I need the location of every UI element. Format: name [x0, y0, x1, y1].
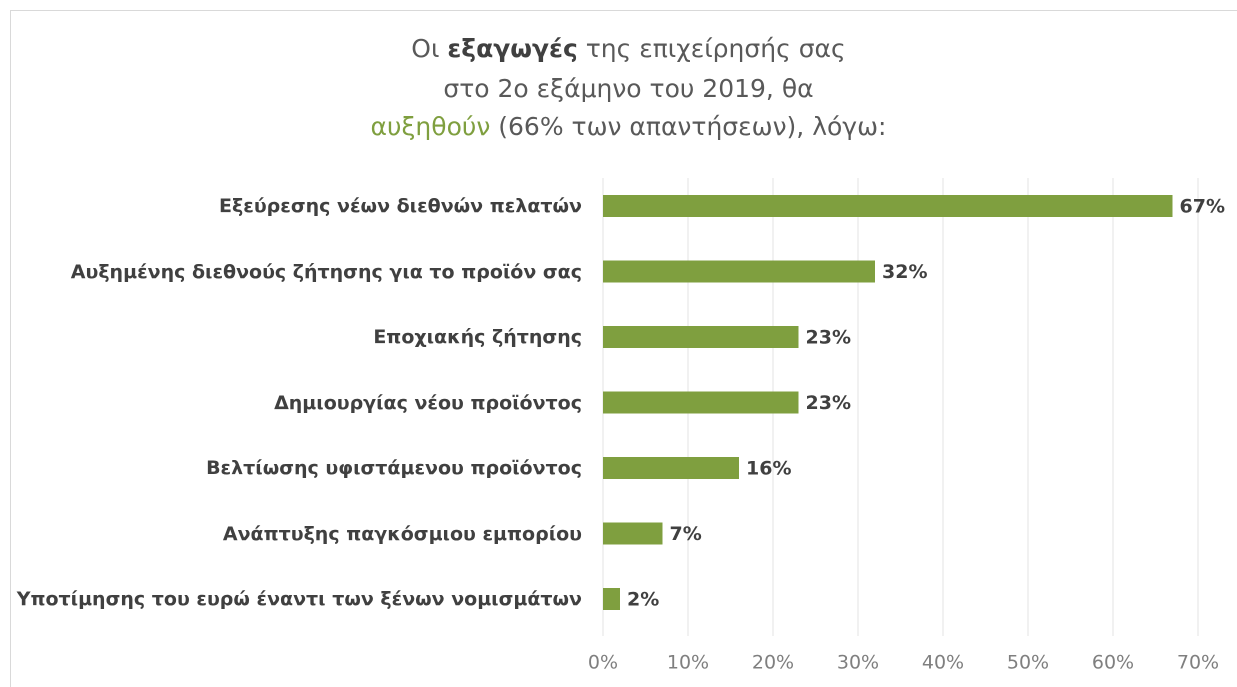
bar: [603, 195, 1173, 217]
title-text: της επιχείρησής σας: [577, 34, 846, 63]
bar: [603, 457, 739, 479]
x-tick-label: 0%: [588, 652, 618, 674]
category-label: Υποτίμησης του ευρώ έναντι των ξένων νομ…: [16, 588, 582, 610]
bar: [603, 588, 620, 610]
title-text: στο 2ο εξάμηνο του 2019, θα: [443, 74, 814, 103]
x-tick-label: 50%: [1007, 652, 1049, 674]
x-tick-label: 70%: [1177, 652, 1219, 674]
title-line: Οι εξαγωγές της επιχείρησής σας: [0, 34, 1237, 63]
category-label: Εποχιακής ζήτησης: [373, 326, 582, 348]
title-text: (66% των απαντήσεων), λόγω:: [490, 112, 887, 141]
bar: [603, 260, 875, 283]
title-line: στο 2ο εξάμηνο του 2019, θα: [0, 74, 1237, 103]
category-label: Βελτίωσης υφιστάμενου προϊόντος: [206, 457, 582, 479]
data-label: 67%: [1180, 196, 1225, 218]
category-label: Ανάπτυξης παγκόσμιου εμπορίου: [222, 522, 582, 545]
data-label: 16%: [746, 458, 791, 480]
chart-frame: [10, 10, 1237, 687]
x-tick-label: 40%: [922, 652, 964, 674]
data-label: 32%: [882, 261, 927, 283]
bar: [603, 391, 799, 414]
x-tick-label: 60%: [1092, 652, 1134, 674]
title-line: αυξηθούν (66% των απαντήσεων), λόγω:: [0, 112, 1237, 141]
title-text: αυξηθούν: [370, 112, 491, 141]
title-text: Οι: [411, 34, 448, 63]
title-text: εξαγωγές: [447, 34, 578, 63]
data-label: 23%: [806, 392, 851, 414]
bar: [603, 522, 663, 545]
bar: [603, 326, 799, 348]
data-label: 2%: [627, 589, 659, 611]
data-label: 7%: [670, 523, 702, 545]
category-label: Δημιουργίας νέου προϊόντος: [274, 391, 582, 414]
category-label: Αυξημένης διεθνούς ζήτησης για το προϊόν…: [70, 260, 582, 283]
x-tick-label: 30%: [837, 652, 879, 674]
x-tick-label: 20%: [752, 652, 794, 674]
data-label: 23%: [806, 327, 851, 349]
category-label: Εξεύρεσης νέων διεθνών πελατών: [219, 195, 582, 217]
x-tick-label: 10%: [667, 652, 709, 674]
